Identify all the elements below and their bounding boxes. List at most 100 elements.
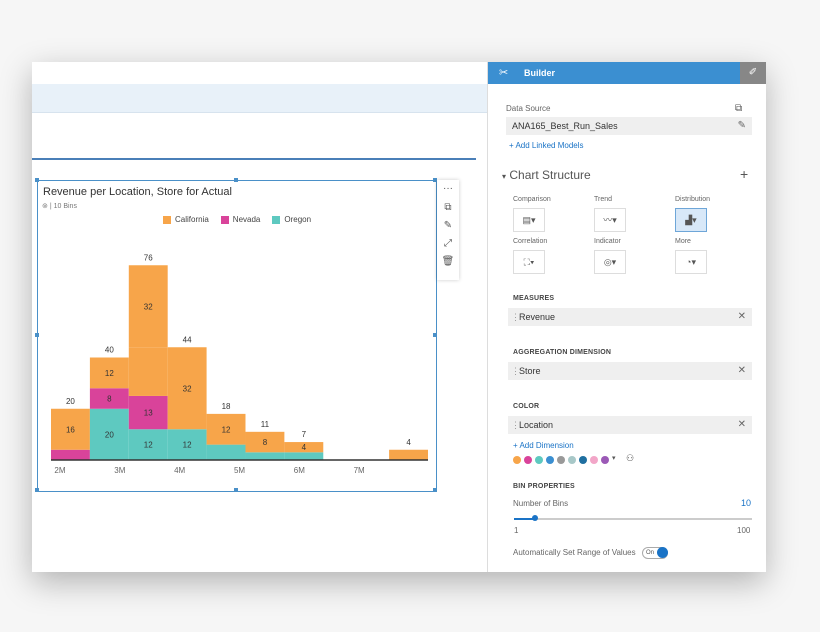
resize-handle[interactable]: [433, 488, 437, 492]
more-chart-icon[interactable]: ◔▾: [675, 250, 707, 274]
bar-segment-california[interactable]: [128, 265, 168, 348]
color-palette[interactable]: [513, 456, 653, 466]
chart-toolbar: ··· ⧉ ✎ ⤢ 🗑: [437, 180, 459, 280]
segment-value-label: 4: [302, 443, 307, 452]
legend-item-nevada[interactable]: Nevada: [220, 215, 260, 224]
bar-segment-oregon[interactable]: [167, 429, 207, 460]
palette-dropdown-icon[interactable]: ▾: [612, 455, 616, 462]
palette-color-swatch[interactable]: [590, 456, 598, 464]
bin-total-label: 40: [105, 346, 114, 355]
palette-color-swatch[interactable]: [557, 456, 565, 464]
resize-handle[interactable]: [35, 178, 39, 182]
segment-value-label: 32: [183, 384, 192, 393]
copy-icon[interactable]: ⧉: [444, 202, 452, 213]
measure-field[interactable]: ⋮ Revenue ✕: [508, 308, 752, 326]
comparison-chart-icon[interactable]: ▤▾: [513, 208, 545, 232]
aggregation-field[interactable]: ⋮ Store ✕: [508, 362, 752, 380]
bar-segment-california[interactable]: [206, 413, 246, 445]
legend-label-california: California: [175, 215, 209, 224]
bar-segment-oregon[interactable]: [284, 452, 324, 460]
palette-color-swatch[interactable]: [513, 456, 521, 464]
resize-handle[interactable]: [234, 488, 238, 492]
drag-handle-icon[interactable]: ⋮: [511, 312, 520, 322]
add-linked-models-link[interactable]: + Add Linked Models: [509, 141, 584, 150]
trend-chart-icon[interactable]: 〰▾: [594, 208, 626, 232]
bin-total-label: 76: [144, 253, 153, 262]
correlation-chart-icon[interactable]: ⛶▾: [513, 250, 545, 274]
drag-handle-icon[interactable]: ⋮: [511, 420, 520, 430]
edit-icon[interactable]: ✎: [737, 120, 746, 131]
measure-value: Revenue: [519, 312, 556, 322]
legend-swatch-california: [163, 215, 171, 224]
bar-segment-california[interactable]: [167, 347, 207, 430]
segment-value-label: 12: [144, 441, 153, 450]
remove-color-icon[interactable]: ✕: [737, 419, 746, 430]
bins-slider-knob[interactable]: [532, 515, 539, 521]
bins-slider[interactable]: [514, 515, 752, 521]
more-options-icon[interactable]: ···: [443, 183, 453, 194]
x-tick-label: 5M: [234, 466, 245, 475]
chart-structure-title: Chart Structure: [509, 168, 591, 182]
legend-item-oregon[interactable]: Oregon: [272, 215, 311, 224]
data-source-field[interactable]: ANA165_Best_Run_Sales ✎: [506, 117, 752, 135]
delete-icon[interactable]: 🗑: [441, 256, 455, 267]
resize-handle[interactable]: [433, 178, 437, 182]
color-field[interactable]: ⋮ Location ✕: [508, 416, 752, 434]
palette-color-swatch[interactable]: [524, 456, 532, 464]
add-structure-icon[interactable]: +: [740, 166, 749, 182]
bin-total-label: 7: [302, 430, 307, 439]
builder-panel: ✂ Builder ✐ Data Source ⧉ ANA165_Best_Ru…: [487, 62, 766, 572]
remove-measure-icon[interactable]: ✕: [737, 311, 746, 322]
collapse-icon: ▾: [502, 172, 507, 181]
toggle-knob: [657, 547, 668, 558]
palette-color-swatch[interactable]: [568, 456, 576, 464]
bar-segment-california[interactable]: [284, 442, 324, 453]
designer-pin-icon[interactable]: ✐: [740, 62, 766, 84]
toggle-state-label: On: [646, 550, 655, 556]
color-value: Location: [519, 420, 554, 430]
remove-aggregation-icon[interactable]: ✕: [737, 365, 746, 376]
add-dimension-link[interactable]: + Add Dimension: [513, 441, 574, 450]
palette-color-swatch[interactable]: [579, 456, 587, 464]
chart-legend: California Nevada Oregon: [163, 215, 311, 224]
measures-header: MEASURES: [513, 295, 555, 302]
bar-segment-nevada[interactable]: [89, 388, 129, 409]
bar-segment-oregon[interactable]: [206, 444, 246, 460]
palette-settings-icon[interactable]: ⚇: [626, 453, 635, 463]
bar-segment-california[interactable]: [389, 449, 428, 460]
x-tick-label: 2M: [54, 466, 65, 475]
bar-segment-california[interactable]: [51, 408, 90, 450]
bar-segment-nevada[interactable]: [51, 449, 90, 460]
resize-handle[interactable]: [433, 333, 437, 337]
indicator-chart-icon[interactable]: ◎▾: [594, 250, 626, 274]
comment-icon[interactable]: ✎: [443, 220, 453, 231]
resize-handle[interactable]: [234, 178, 238, 182]
resize-handle[interactable]: [35, 333, 39, 337]
bar-segment-california[interactable]: [89, 357, 129, 389]
type-label-comparison: Comparison: [513, 196, 551, 203]
legend-item-california[interactable]: California: [163, 215, 209, 224]
x-tick-label: 7M: [354, 466, 365, 475]
number-of-bins-value[interactable]: 10: [741, 498, 752, 508]
bar-segment-oregon[interactable]: [245, 452, 285, 460]
auto-range-toggle[interactable]: On: [642, 547, 668, 559]
palette-color-swatch[interactable]: [535, 456, 543, 464]
bar-segment-nevada[interactable]: [128, 395, 168, 430]
chart-structure-header[interactable]: ▾ Chart Structure: [502, 168, 591, 182]
palette-color-swatch[interactable]: [546, 456, 554, 464]
bin-total-label: 4: [406, 438, 411, 447]
distribution-chart-icon[interactable]: ▟▾: [675, 208, 707, 232]
chart-widget[interactable]: Revenue per Location, Store for Actual ⊚…: [35, 178, 437, 492]
segment-value-label: 13: [144, 409, 153, 418]
canvas-area: Revenue per Location, Store for Actual ⊚…: [32, 62, 487, 572]
copy-source-icon[interactable]: ⧉: [735, 103, 743, 114]
drag-handle-icon[interactable]: ⋮: [511, 366, 520, 376]
fullscreen-icon[interactable]: ⤢: [444, 238, 452, 249]
palette-color-swatch[interactable]: [601, 456, 609, 464]
bar-segment-oregon[interactable]: [128, 429, 168, 460]
segment-value-label: 8: [263, 438, 268, 447]
resize-handle[interactable]: [35, 488, 39, 492]
bar-segment-california[interactable]: [128, 347, 168, 396]
bar-segment-california[interactable]: [245, 431, 285, 453]
bar-segment-oregon[interactable]: [89, 408, 129, 460]
